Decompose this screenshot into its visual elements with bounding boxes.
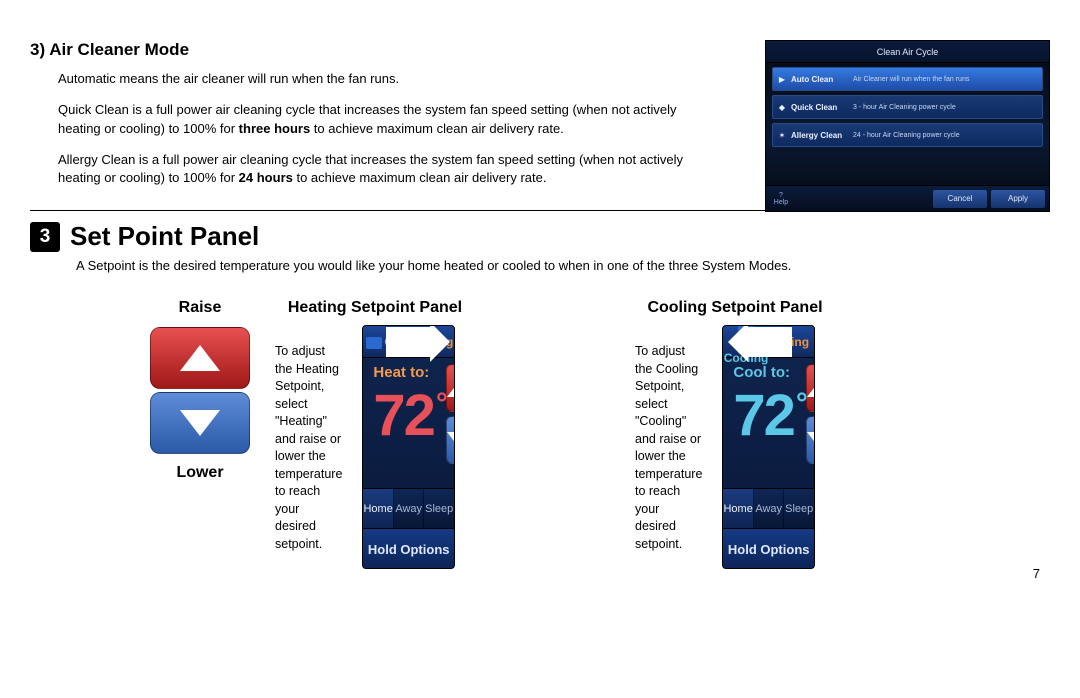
air-cleaner-section: 3) Air Cleaner Mode Automatic means the …: [30, 40, 1050, 188]
mode-sleep[interactable]: Sleep: [424, 489, 454, 528]
auto-clean-row[interactable]: ▶ Auto Clean Air Cleaner will run when t…: [772, 67, 1043, 91]
heating-instructions: To adjust the Heating Setpoint, select "…: [275, 325, 348, 553]
mode-sleep[interactable]: Sleep: [784, 489, 814, 528]
lower-label: Lower: [145, 464, 255, 482]
cooling-instructions: To adjust the Cooling Setpoint, select "…: [635, 325, 708, 553]
triangle-up-icon: [180, 345, 220, 371]
mode-away[interactable]: Away: [754, 489, 785, 528]
allergy-clean-row[interactable]: ✶ Allergy Clean 24 - hour Air Cleaning p…: [772, 123, 1043, 147]
quick-clean-icon: ◆: [773, 103, 791, 112]
heating-panel: Coo Heating Heat to: 72°: [362, 325, 455, 569]
heating-column: Heating Setpoint Panel To adjust the Hea…: [275, 299, 455, 569]
mode-home[interactable]: Home: [723, 489, 754, 528]
air-cleaner-p1: Automatic means the air cleaner will run…: [30, 70, 695, 89]
auto-clean-icon: ▶: [773, 75, 791, 84]
mode-away[interactable]: Away: [394, 489, 425, 528]
triangle-up-icon: [807, 380, 815, 397]
allergy-clean-icon: ✶: [773, 131, 791, 140]
heat-lower-button[interactable]: [446, 416, 455, 464]
cooling-panel: Cooling eating Cool to: 72°: [722, 325, 815, 569]
arrow-left-icon: [746, 327, 792, 357]
heating-title: Heating Setpoint Panel: [275, 299, 475, 317]
triangle-down-icon: [447, 432, 455, 449]
mode-home[interactable]: Home: [363, 489, 394, 528]
cooling-title: Cooling Setpoint Panel: [635, 299, 835, 317]
cancel-button[interactable]: Cancel: [933, 190, 987, 208]
arrow-right-icon: [386, 327, 432, 357]
triangle-up-icon: [447, 380, 455, 397]
apply-button[interactable]: Apply: [991, 190, 1045, 208]
raise-label: Raise: [145, 299, 255, 317]
air-cleaner-p2: Quick Clean is a full power air cleaning…: [30, 101, 695, 139]
clean-air-cycle-thumbnail: Clean Air Cycle ▶ Auto Clean Air Cleaner…: [765, 40, 1050, 212]
snowflake-icon: [366, 337, 382, 349]
setpoint-intro: A Setpoint is the desired temperature yo…: [76, 258, 1050, 273]
triangle-down-icon: [807, 432, 815, 449]
triangle-down-icon: [180, 410, 220, 436]
cooling-column: Cooling Setpoint Panel To adjust the Coo…: [635, 299, 815, 569]
clean-air-title: Clean Air Cycle: [766, 41, 1049, 63]
page-number: 7: [1033, 566, 1040, 581]
lower-button[interactable]: [150, 392, 250, 454]
help-button[interactable]: ? Help: [766, 192, 796, 206]
hold-options-button[interactable]: Hold Options: [723, 528, 814, 569]
section-number-badge: 3: [30, 222, 60, 252]
cool-raise-button[interactable]: [806, 364, 815, 412]
setpoint-examples-row: Raise Lower Heating Setpoint Panel To ad…: [30, 299, 1050, 569]
heat-to-label: Heat to:: [373, 364, 446, 381]
setpoint-heading-row: 3 Set Point Panel: [30, 221, 1050, 252]
hold-options-button[interactable]: Hold Options: [363, 528, 454, 569]
cooling-temperature: 72°: [733, 387, 806, 445]
quick-clean-row[interactable]: ◆ Quick Clean 3 - hour Air Cleaning powe…: [772, 95, 1043, 119]
air-cleaner-p3: Allergy Clean is a full power air cleani…: [30, 151, 695, 189]
heating-temperature: 72°: [373, 387, 446, 445]
raise-button[interactable]: [150, 327, 250, 389]
setpoint-title: Set Point Panel: [70, 221, 259, 252]
cool-lower-button[interactable]: [806, 416, 815, 464]
heat-raise-button[interactable]: [446, 364, 455, 412]
raise-lower-block: Raise Lower: [145, 299, 255, 482]
